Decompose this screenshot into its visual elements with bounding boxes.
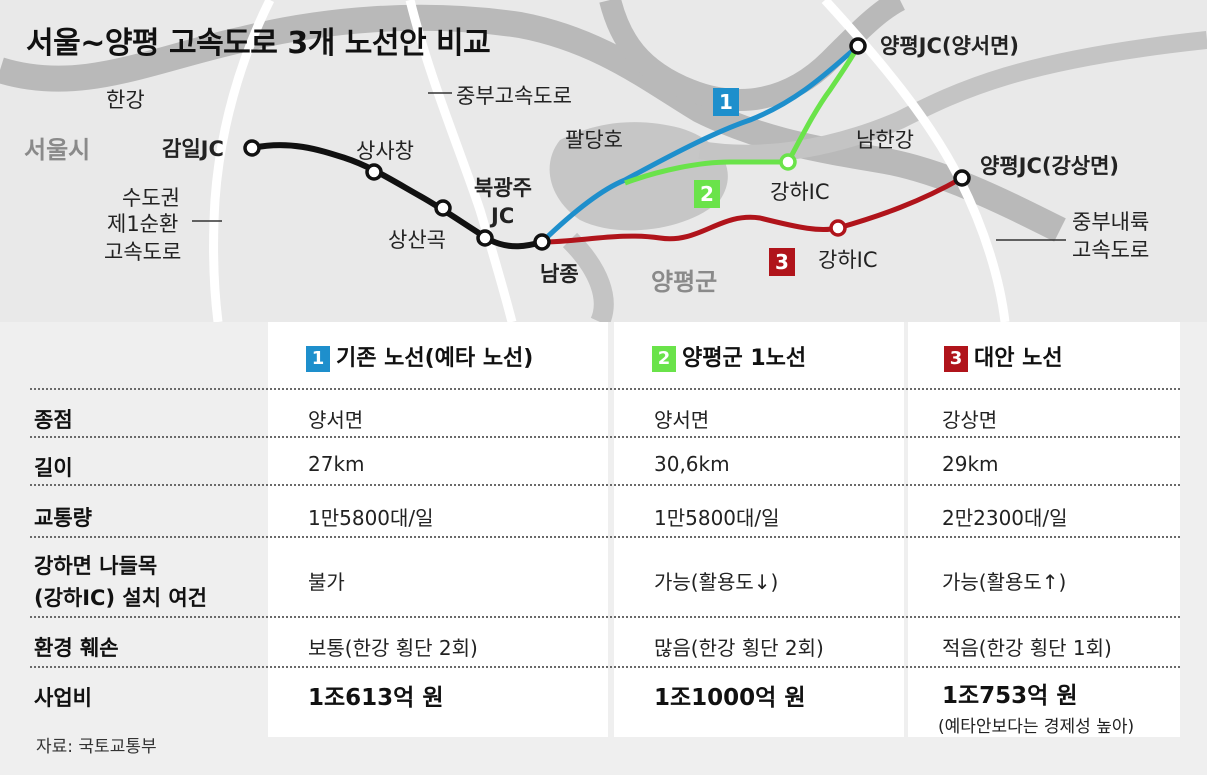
label-metro-ring-3: 고속도로 (104, 240, 182, 264)
label-gangha-ic-route3: 강하IC (818, 248, 878, 272)
badge-route1: 1 (713, 88, 739, 116)
node-gangha-ic-route2 (779, 153, 797, 171)
cell-endpoint-2: 양서면 (654, 408, 710, 432)
cell-ic-1: 불가 (308, 570, 345, 594)
node-yangpyeong-jc-yangseo (849, 37, 867, 55)
header-divider (30, 388, 1180, 390)
badge-route2: 2 (694, 180, 720, 208)
cell-length-1: 27km (308, 452, 365, 476)
han-river (0, 4, 1066, 242)
cell-cost-1: 1조613억 원 (308, 685, 444, 711)
route3-line (541, 175, 964, 245)
node-gangil-jc (243, 139, 261, 157)
label-yangpyeong-jc-gangsang: 양평JC(강상면) (980, 154, 1120, 178)
comparison-table: 1 기존 노선(예타 노선) 2 양평군 1노선 3 대안 노선 종점 양서면 양서면… (0, 322, 1207, 775)
cell-endpoint-3: 강상면 (942, 408, 998, 432)
lower-river (562, 232, 614, 322)
label-yangpyeong-gun: 양평군 (651, 268, 718, 296)
label-jc: JC (491, 204, 515, 228)
node-yangpyeong-jc-gangsang (953, 169, 971, 187)
namhan-river (698, 31, 1207, 163)
row-label-cost: 사업비 (34, 686, 92, 710)
cell-env-3: 적음(한강 횡단 1회) (942, 636, 1112, 660)
cost-note: (예타안보다는 경제성 높아) (938, 717, 1135, 737)
row-label-ic-1: 강하면 나들목 (34, 554, 158, 578)
node-sangsangok (434, 199, 452, 217)
cell-length-3: 29km (942, 452, 999, 476)
river-branch (599, 0, 906, 111)
common-segment (249, 142, 545, 250)
label-jungbu-inland-2: 고속도로 (1072, 238, 1150, 262)
route-map (0, 0, 1207, 322)
cell-ic-2: 가능(활용도↓) (654, 570, 779, 594)
row-divider (30, 666, 1180, 668)
cell-endpoint-1: 양서면 (308, 408, 364, 432)
col-header-2: 2 양평군 1노선 (652, 340, 806, 372)
row-divider (30, 616, 1180, 618)
label-namjong: 남종 (540, 262, 579, 286)
col-header-3: 3 대안 노선 (944, 340, 1063, 372)
label-metro-ring-1: 수도권 (122, 186, 180, 210)
label-jungbu-expressway: 중부고속도로 (456, 84, 572, 108)
label-sangsangok: 상산곡 (388, 228, 446, 252)
badge-route3: 3 (769, 248, 795, 276)
row-label-ic-2: (강하IC) 설치 여건 (34, 586, 207, 610)
source-credit: 자료: 국토교통부 (36, 737, 157, 757)
row-label-traffic: 교통량 (34, 506, 92, 530)
row-label-env: 환경 훼손 (34, 636, 119, 660)
label-paldangho: 팔당호 (565, 128, 623, 152)
label-sangsachang: 상사창 (356, 139, 414, 163)
label-namhangang: 남한강 (856, 128, 914, 152)
cell-ic-3: 가능(활용도↑) (942, 570, 1067, 594)
row-label-length: 길이 (34, 456, 73, 480)
label-hangang: 한강 (106, 88, 145, 112)
page-title: 서울~양평 고속도로 3개 노선안 비교 (26, 26, 491, 61)
cell-cost-2: 1조1000억 원 (654, 685, 806, 711)
label-seoul: 서울시 (24, 136, 91, 164)
jungbu-expressway-line (405, 0, 517, 322)
row-label-endpoint: 종점 (34, 408, 73, 432)
col-header-1: 1 기존 노선(예타 노선) (306, 340, 533, 372)
cell-length-2: 30,6km (654, 452, 730, 476)
label-gangha-ic-route2: 강하IC (770, 180, 830, 204)
label-yangpyeong-jc-yangseo: 양평JC(양서면) (880, 34, 1020, 58)
row-divider (30, 484, 1180, 486)
route1-line (540, 44, 860, 244)
cell-env-1: 보통(한강 횡단 2회) (308, 636, 478, 660)
metro-ring-line (209, 0, 275, 322)
node-gangha-ic-route3 (829, 219, 847, 237)
label-bukgwangju: 북광주 (474, 176, 532, 200)
cell-traffic-3: 2만2300대/일 (942, 506, 1068, 530)
node-bukgwangju-jc (476, 229, 494, 247)
cell-cost-3: 1조753억 원 (942, 683, 1078, 709)
cell-traffic-2: 1만5800대/일 (654, 506, 780, 530)
node-namjong (533, 233, 551, 251)
cell-traffic-1: 1만5800대/일 (308, 506, 434, 530)
label-gangil-jc: 감일JC (162, 137, 224, 161)
cell-env-2: 많음(한강 횡단 2회) (654, 636, 824, 660)
row-divider (30, 536, 1180, 538)
label-jungbu-inland-1: 중부내륙 (1072, 210, 1150, 234)
label-metro-ring-2: 제1순환 (107, 212, 179, 236)
node-sangsachang (365, 163, 383, 181)
row-divider (30, 436, 1180, 438)
